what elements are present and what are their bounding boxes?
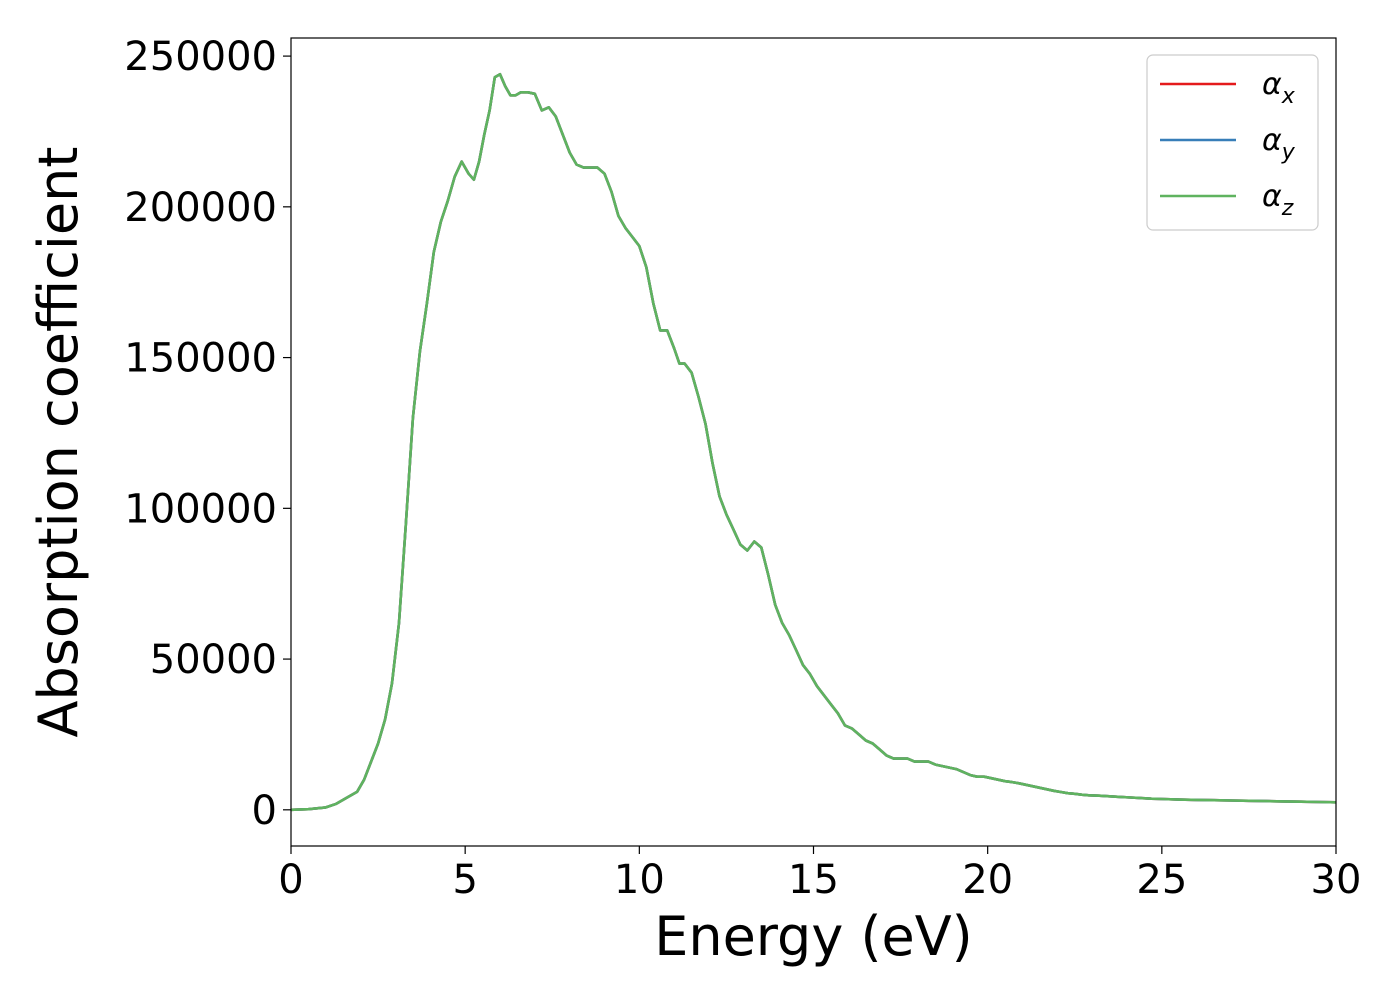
legend-item-x: αx	[1160, 67, 1296, 109]
y-tick-label: 0	[252, 788, 277, 834]
y-tick-label: 150000	[124, 336, 277, 382]
y-tick-label: 100000	[124, 486, 277, 532]
x-axis-ticks: 0 5 10 15 20 25 30	[278, 846, 1361, 903]
legend: αx αy αz	[1146, 54, 1319, 231]
y-tick-label: 200000	[124, 185, 277, 231]
y-axis-label: Absorption coefficient	[27, 147, 90, 738]
x-tick-label: 10	[614, 857, 665, 903]
x-tick-label: 25	[1136, 857, 1187, 903]
legend-item-z: αz	[1160, 179, 1294, 221]
legend-label: αy	[1262, 123, 1296, 165]
y-axis-ticks: 0 50000 100000 150000 200000 250000	[124, 34, 291, 834]
series-layer	[291, 72, 1336, 812]
x-tick-label: 15	[788, 857, 839, 903]
legend-item-y: αy	[1160, 123, 1296, 165]
legend-box	[1146, 54, 1319, 231]
legend-label: αz	[1262, 179, 1294, 221]
y-tick-label: 50000	[150, 637, 277, 683]
x-tick-label: 30	[1311, 857, 1362, 903]
x-axis-label: Energy (eV)	[654, 905, 973, 968]
legend-label: αx	[1262, 67, 1296, 109]
x-tick-label: 20	[962, 857, 1013, 903]
series-line-z	[291, 72, 1336, 812]
y-tick-label: 250000	[124, 34, 277, 80]
x-tick-label: 5	[452, 857, 477, 903]
x-tick-label: 0	[278, 857, 303, 903]
